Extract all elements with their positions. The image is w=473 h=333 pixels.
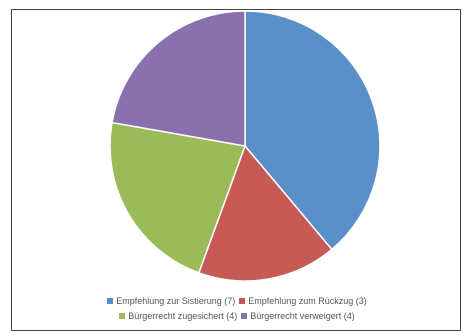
- legend-swatch-zugesichert: [119, 313, 126, 319]
- legend-row-1: Empfehlung zur Sistierung (7) Empfehlung…: [12, 296, 462, 306]
- legend-item-zugesichert: Bürgerrecht zugesichert (4): [119, 311, 237, 321]
- legend-item-rueckzug: Empfehlung zum Rückzug (3): [239, 296, 367, 306]
- legend-label-verweigert: Bürgerrecht verweigert (4): [250, 311, 355, 321]
- pie-slice-rueckzug: [197, 144, 333, 282]
- pie-slice-verweigert: [111, 10, 246, 147]
- legend-item-sistierung: Empfehlung zur Sistierung (7): [107, 296, 235, 306]
- chart-frame: Empfehlung zur Sistierung (7) Empfehlung…: [11, 9, 461, 331]
- legend-label-rueckzug: Empfehlung zum Rückzug (3): [248, 296, 367, 306]
- legend-swatch-verweigert: [241, 313, 248, 319]
- legend-swatch-rueckzug: [239, 298, 246, 304]
- legend: Empfehlung zur Sistierung (7) Empfehlung…: [12, 296, 462, 326]
- pie-chart: [109, 10, 381, 282]
- pie-slice-sistierung: [244, 10, 381, 251]
- legend-swatch-sistierung: [107, 298, 114, 304]
- legend-label-zugesichert: Bürgerrecht zugesichert (4): [128, 311, 238, 321]
- legend-row-2: Bürgerrecht zugesichert (4) Bürgerrecht …: [12, 311, 462, 321]
- legend-label-sistierung: Empfehlung zur Sistierung (7): [116, 296, 236, 306]
- legend-item-verweigert: Bürgerrecht verweigert (4): [241, 311, 355, 321]
- pie-slice-zugesichert: [109, 121, 247, 274]
